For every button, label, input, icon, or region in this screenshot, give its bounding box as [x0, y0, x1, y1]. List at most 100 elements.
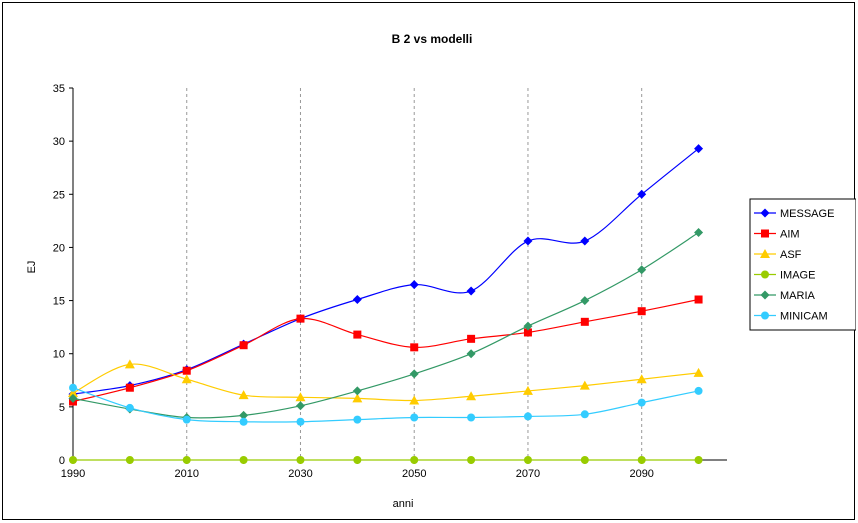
data-point-message [580, 236, 590, 246]
data-point-minicam [69, 383, 77, 392]
series-line-maria [72, 232, 699, 419]
data-point-aim [637, 307, 646, 316]
legend-marker-asf [760, 249, 770, 258]
data-point-aim [239, 341, 248, 350]
data-point-asf [693, 367, 704, 377]
data-point-aim [296, 314, 305, 323]
data-point-message [523, 236, 533, 246]
series-line-minicam [72, 387, 699, 423]
chart-title: B 2 vs modelli [392, 32, 473, 46]
legend: MESSAGE AIM ASF IMAGE MARIA MINICAM [749, 198, 856, 331]
data-point-image [637, 456, 646, 464]
data-point-maria [580, 296, 590, 306]
data-point-aim [467, 334, 476, 343]
data-point-maria [68, 393, 78, 403]
y-tick-label: 25 [53, 189, 65, 201]
data-point-maria [694, 228, 704, 238]
x-tick-label: 1990 [61, 468, 85, 480]
legend-marker-message [760, 208, 770, 218]
data-point-aim [580, 317, 589, 326]
series-line-message [72, 148, 699, 395]
legend-label-message: MESSAGE [780, 208, 834, 220]
data-point-image [580, 456, 589, 464]
data-point-minicam [637, 398, 646, 407]
data-point-maria [295, 401, 305, 411]
data-point-maria [466, 349, 476, 359]
data-point-aim [182, 366, 191, 375]
data-point-message [409, 280, 419, 290]
data-point-aim [353, 330, 362, 339]
y-tick-label: 15 [53, 296, 65, 308]
data-point-message [466, 286, 476, 296]
data-point-maria [409, 369, 419, 379]
legend-label-maria: MARIA [780, 290, 816, 302]
data-point-message [694, 144, 704, 154]
data-point-asf [409, 395, 420, 405]
data-point-aim [523, 328, 532, 337]
data-point-asf [295, 392, 306, 402]
series-line-aim [72, 298, 699, 403]
data-point-maria [523, 321, 533, 331]
data-point-maria [637, 265, 647, 275]
data-point-maria [352, 386, 362, 396]
plot-area: 0 5 10 15 20 25 30 35 1990 2010 2030 2050 2070 2090 [53, 83, 727, 480]
x-tick-label: 2070 [516, 468, 540, 480]
data-point-maria [239, 410, 249, 420]
data-point-image [125, 456, 134, 464]
data-point-message [637, 189, 647, 199]
series-line-asf [72, 363, 699, 402]
data-point-minicam [467, 413, 476, 422]
legend-marker-minicam [761, 311, 769, 320]
legend-label-minicam: MINICAM [780, 311, 828, 323]
data-point-asf [68, 388, 78, 398]
legend-box [749, 198, 856, 331]
legend-marker-aim [761, 229, 769, 238]
x-tick-label: 2090 [629, 468, 653, 480]
data-point-image [69, 456, 77, 464]
x-tick-label: 2010 [174, 468, 198, 480]
data-point-minicam [182, 415, 191, 424]
data-point-image [523, 456, 532, 464]
legend-label-image: IMAGE [780, 270, 815, 282]
data-point-aim [125, 383, 134, 392]
legend-marker-image [761, 270, 769, 279]
y-tick-label: 5 [59, 402, 65, 414]
x-tick-label: 2030 [288, 468, 312, 480]
data-point-minicam [239, 417, 248, 426]
data-point-aim [410, 343, 419, 352]
legend-label-aim: AIM [780, 229, 800, 241]
data-point-image [410, 456, 419, 464]
data-point-image [182, 456, 191, 464]
data-point-minicam [410, 413, 419, 422]
y-tick-label: 10 [53, 349, 65, 361]
data-point-minicam [523, 412, 532, 421]
y-tick-label: 20 [53, 242, 65, 254]
data-point-aim [694, 295, 703, 304]
x-tick-label: 2050 [402, 468, 426, 480]
y-tick-label: 0 [59, 455, 65, 467]
data-point-asf [579, 380, 590, 390]
data-point-asf [124, 359, 135, 369]
y-tick-label: 35 [53, 83, 65, 95]
legend-label-asf: ASF [780, 249, 802, 261]
data-point-minicam [125, 403, 134, 412]
legend-marker-maria [760, 290, 770, 300]
data-point-minicam [580, 410, 589, 419]
data-point-asf [466, 391, 477, 401]
data-point-asf [522, 385, 533, 395]
data-point-minicam [694, 386, 703, 395]
data-point-image [353, 456, 362, 464]
data-point-image [296, 456, 305, 464]
data-point-message [352, 295, 362, 305]
chart-svg: B 2 vs modelli 0 5 10 15 20 25 30 35 1990 2010 203… [26, 32, 856, 510]
data-point-asf [636, 374, 647, 384]
data-point-asf [238, 390, 249, 400]
y-axis-label: EJ [26, 261, 38, 274]
data-point-image [239, 456, 248, 464]
data-point-minicam [353, 415, 362, 424]
data-point-minicam [296, 417, 305, 426]
x-axis-label: anni [393, 498, 414, 510]
data-point-asf [352, 393, 363, 403]
data-point-image [467, 456, 476, 464]
